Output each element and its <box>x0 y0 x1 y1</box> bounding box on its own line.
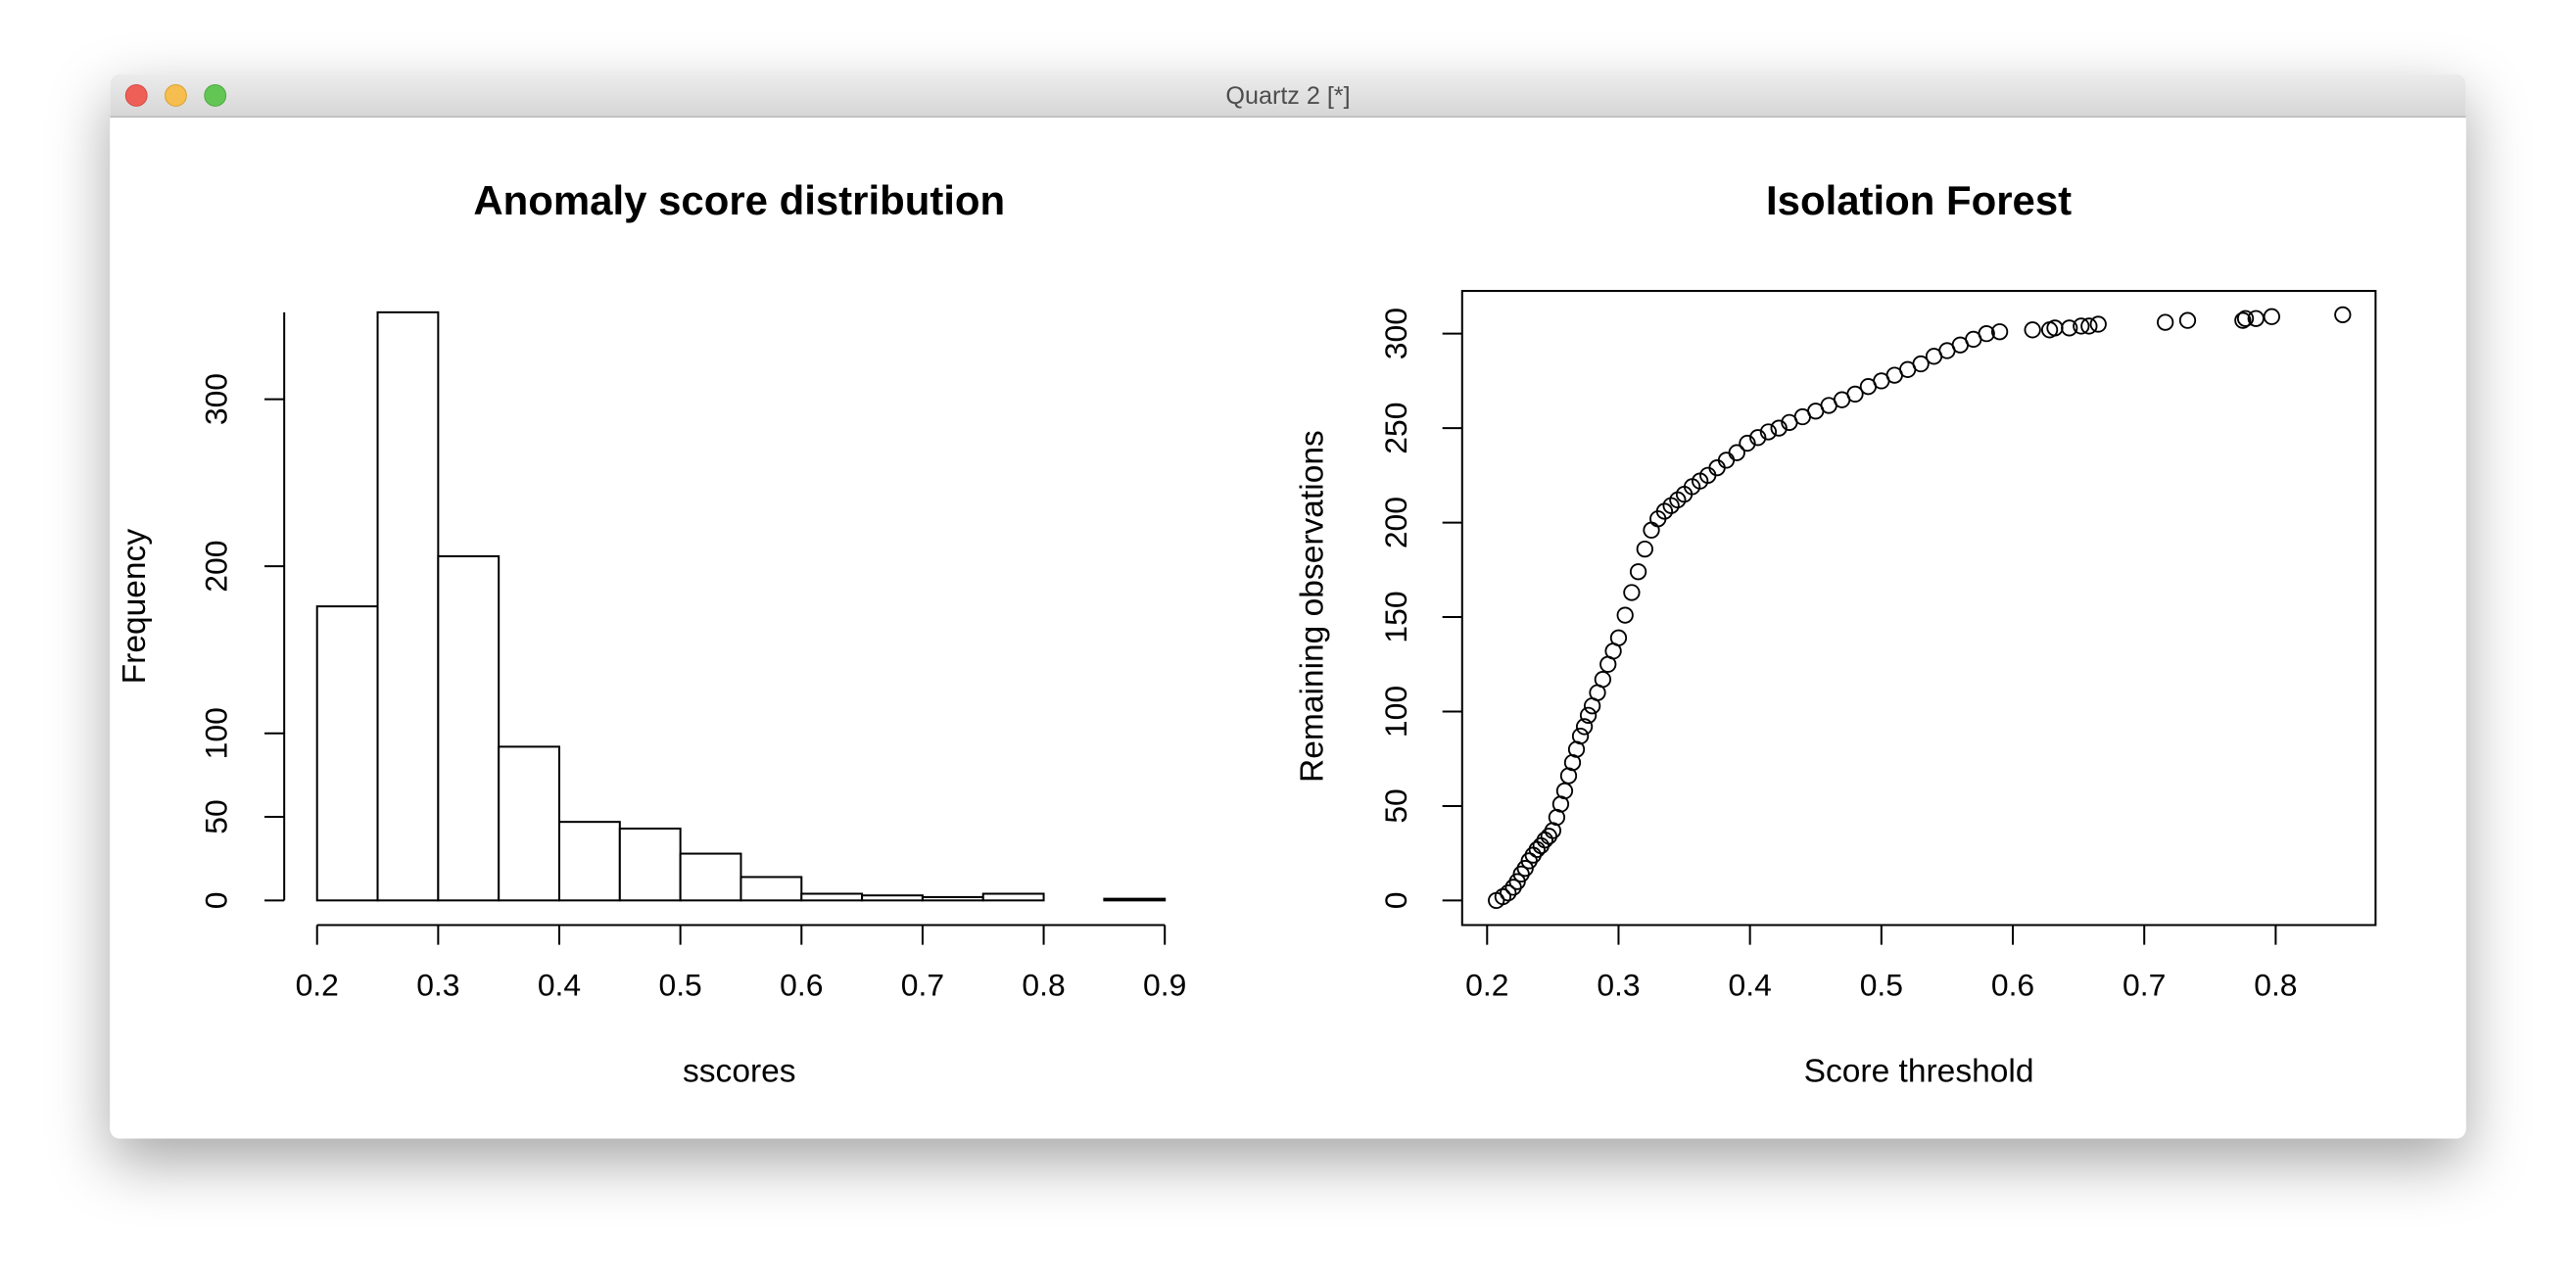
scatter-point <box>1990 323 2009 341</box>
scatter-point <box>1739 434 1756 452</box>
scatter-point <box>1749 429 1767 447</box>
scatter-point <box>1978 325 1995 343</box>
y-tick-label: 100 <box>199 707 234 759</box>
y-tick-label: 200 <box>199 541 234 593</box>
y-axis-label: Remaining observations <box>1295 430 1331 783</box>
scatter-point <box>1594 671 1612 689</box>
scatter-point <box>1555 782 1574 800</box>
y-tick-label: 50 <box>199 799 234 833</box>
y-tick-label: 250 <box>1378 403 1413 454</box>
scatter-point <box>1912 355 1930 373</box>
x-tick-label: 0.7 <box>901 968 944 1003</box>
y-tick-label: 200 <box>1378 497 1413 548</box>
histogram-bar <box>618 827 682 902</box>
histogram-bar <box>437 554 501 902</box>
scatter-point <box>1609 629 1628 646</box>
x-tick-label: 0.5 <box>658 968 701 1003</box>
y-tick-label: 50 <box>1378 788 1413 823</box>
y-tick-label: 0 <box>199 891 234 909</box>
histogram-bar <box>800 892 864 902</box>
histogram-bar <box>861 894 924 902</box>
scatter-point <box>2080 317 2098 335</box>
scatter-point <box>2334 306 2352 324</box>
x-tick-label: 0.9 <box>1143 968 1186 1003</box>
x-tick-label: 0.3 <box>1597 968 1640 1003</box>
histogram-bar <box>498 745 561 902</box>
title-bar <box>110 73 2466 118</box>
scatter-point <box>1616 606 1634 624</box>
scatter-point <box>2263 308 2281 325</box>
y-axis-label: Frequency <box>117 529 153 685</box>
x-axis-label: Score threshold <box>1804 1053 2034 1089</box>
histogram-bar <box>1103 897 1167 902</box>
scatter-point <box>2061 319 2078 337</box>
scatter-point <box>1500 884 1517 902</box>
scatter-point <box>1846 385 1864 404</box>
scatter-point <box>1571 727 1590 745</box>
close-button[interactable] <box>124 84 148 107</box>
y-tick-label: 150 <box>1378 591 1413 642</box>
scatter-point <box>2024 321 2041 339</box>
y-tick-label: 300 <box>1378 308 1413 359</box>
x-tick-label: 0.8 <box>1022 968 1065 1003</box>
scatter-point <box>1636 540 1653 558</box>
plot-frame <box>1460 290 2377 927</box>
x-tick-label: 0.2 <box>296 968 339 1003</box>
histogram-bar <box>739 876 803 902</box>
scatter-point <box>1728 444 1745 461</box>
scatter-point <box>1623 584 1641 601</box>
scatter-point <box>2157 313 2174 331</box>
histogram-bar <box>315 605 379 902</box>
scatter-point <box>1759 423 1778 441</box>
scatter-point <box>1579 706 1598 724</box>
zoom-button[interactable] <box>204 84 227 107</box>
histogram-bar <box>981 892 1045 902</box>
histogram-bar <box>921 895 984 902</box>
window-title: Quartz 2 [*] <box>1225 82 1350 110</box>
x-tick-label: 0.6 <box>1991 968 2034 1003</box>
y-tick-label: 0 <box>1378 892 1413 910</box>
x-tick-label: 0.7 <box>2123 968 2166 1003</box>
histogram-bar <box>557 821 621 902</box>
x-tick-label: 0.5 <box>1860 968 1903 1003</box>
x-tick-label: 0.2 <box>1465 968 1508 1003</box>
chart-title: Isolation Forest <box>1766 177 2072 223</box>
scatter-point <box>2236 309 2255 327</box>
histogram-bar <box>679 852 742 902</box>
histogram-bar <box>376 310 440 902</box>
scatter-point <box>2178 311 2197 329</box>
scatter-point <box>2073 317 2090 335</box>
chart-title: Anomaly score distribution <box>473 177 1005 223</box>
y-tick-label: 300 <box>199 373 234 425</box>
x-tick-label: 0.6 <box>780 968 823 1003</box>
x-tick-label: 0.4 <box>1729 968 1772 1003</box>
x-tick-label: 0.4 <box>538 968 581 1003</box>
minimize-button[interactable] <box>165 84 187 107</box>
scatter-point <box>1770 419 1788 437</box>
scatter-point <box>1575 718 1594 736</box>
x-axis-label: sscores <box>683 1053 796 1089</box>
scatter-point <box>2234 311 2252 329</box>
scatter-point <box>1629 563 1647 581</box>
x-tick-label: 0.3 <box>416 968 459 1003</box>
scatter-point <box>1494 887 1512 906</box>
y-tick-label: 100 <box>1378 686 1413 738</box>
scatter-point <box>2089 315 2107 333</box>
x-tick-label: 0.8 <box>2254 968 2297 1003</box>
